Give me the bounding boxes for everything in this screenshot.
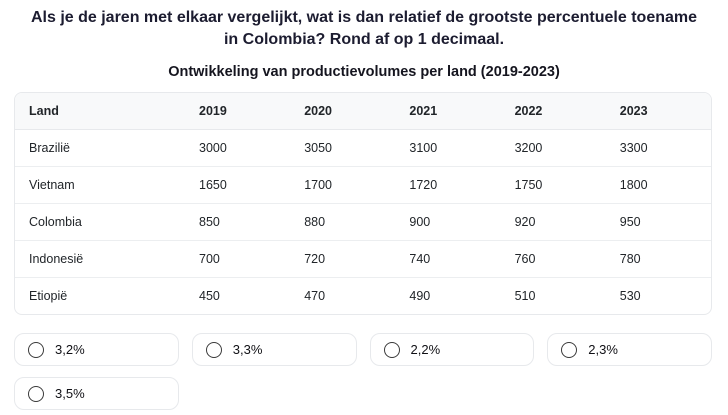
land-cell: Brazilië (15, 129, 185, 168)
question-text: Als je de jaren met elkaar vergelijkt, w… (30, 9, 698, 49)
column-header-2019: 2019 (185, 93, 291, 131)
value-cell: 850 (185, 203, 291, 242)
table-body: Brazilië 3000 3050 3100 3200 3300 Vietnam 1650 1… (15, 129, 711, 315)
value-cell: 3100 (395, 129, 501, 168)
value-cell: 780 (605, 240, 711, 279)
value-cell: 1650 (185, 166, 291, 205)
column-header-2021: 2021 (395, 93, 501, 131)
value-cell: 3000 (185, 129, 291, 168)
column-header-2022: 2022 (500, 93, 606, 131)
answer-option-label: 3,2% (55, 342, 85, 358)
land-cell: Indonesië (15, 240, 185, 279)
radio-icon[interactable] (561, 341, 578, 358)
table-header-row: Land 2019 2020 2021 2022 2023 (15, 93, 711, 131)
answer-option-3[interactable]: 2,2% (369, 333, 535, 367)
value-cell: 3300 (605, 129, 711, 168)
answer-option-label: 2,3% (588, 342, 618, 358)
answer-option-label: 3,3% (232, 342, 263, 358)
land-cell: Colombia (15, 203, 185, 242)
value-cell: 3050 (290, 129, 396, 168)
value-cell: 950 (605, 203, 711, 242)
value-cell: 740 (395, 240, 501, 279)
table-row: Brazilië 3000 3050 3100 3200 3300 (15, 129, 711, 168)
land-cell: Vietnam (15, 166, 185, 205)
radio-icon[interactable] (28, 385, 44, 402)
value-cell: 450 (199, 289, 220, 304)
table-row: Etiopië 450 470 490 510 530 (15, 278, 711, 315)
radio-icon[interactable] (383, 341, 400, 358)
value-cell: 700 (185, 240, 291, 279)
value-cell: 1700 (290, 166, 396, 205)
table-row: Indonesië 700 720 740 760 780 (15, 240, 711, 279)
value-cell: 760 (500, 240, 606, 279)
answer-option-4[interactable]: 2,3% (547, 333, 712, 367)
answer-option-label: 2,2% (410, 342, 441, 358)
production-table-card: Land 2019 2020 2021 2022 2023 Brazilië 3000 305… (14, 92, 712, 316)
value-cell: 470 (304, 289, 326, 304)
value-cell: 1720 (395, 166, 501, 205)
answer-option-5[interactable]: 3,5% (14, 377, 179, 411)
value-cell: 490 (409, 289, 431, 304)
value-cell: 3200 (500, 129, 606, 168)
table-head: Land 2019 2020 2021 2022 2023 (15, 93, 711, 131)
value-cell: 880 (290, 203, 396, 242)
value-cell: 920 (500, 203, 606, 242)
value-cell: 720 (290, 240, 396, 279)
options-grid: 3,2% 3,3% 2,2% 2,3% 3,5% (14, 333, 712, 411)
answer-option-2[interactable]: 3,3% (191, 333, 357, 367)
answer-option-1[interactable]: 3,2% (14, 333, 179, 367)
table-row: Colombia 850 880 900 920 950 (15, 203, 711, 242)
value-cell: 510 (514, 289, 536, 304)
value-cell: 530 (619, 289, 641, 304)
land-cell: Etiopië (29, 289, 68, 304)
column-header-2023: 2023 (605, 93, 711, 131)
value-cell: 1750 (500, 166, 606, 205)
answer-option-label: 3,5% (55, 386, 85, 402)
value-cell: 1800 (605, 166, 711, 205)
radio-icon[interactable] (28, 341, 44, 358)
table-title: Ontwikkeling van productievolumes per la… (168, 64, 560, 81)
value-cell: 900 (395, 203, 501, 242)
table-row: Vietnam 1650 1700 1720 1750 1800 (15, 166, 711, 205)
column-header-2020: 2020 (290, 93, 396, 131)
production-table: Land 2019 2020 2021 2022 2023 Brazilië 3000 305… (15, 93, 711, 314)
column-header-land: Land (15, 93, 185, 131)
radio-icon[interactable] (205, 341, 222, 358)
